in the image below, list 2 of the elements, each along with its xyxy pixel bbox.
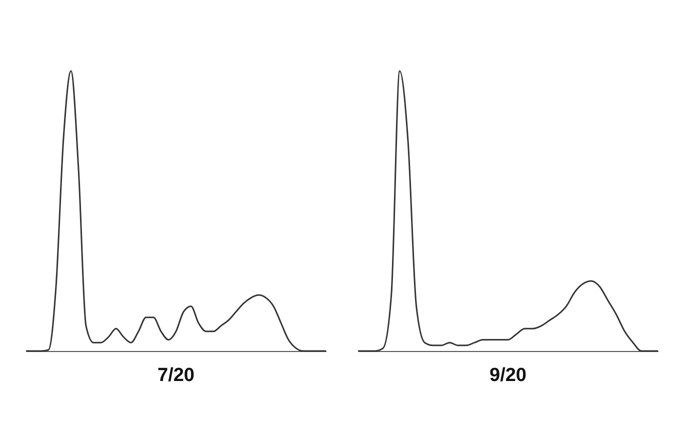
text: 7/20 (158, 364, 194, 386)
text: 9/20 (490, 364, 526, 386)
